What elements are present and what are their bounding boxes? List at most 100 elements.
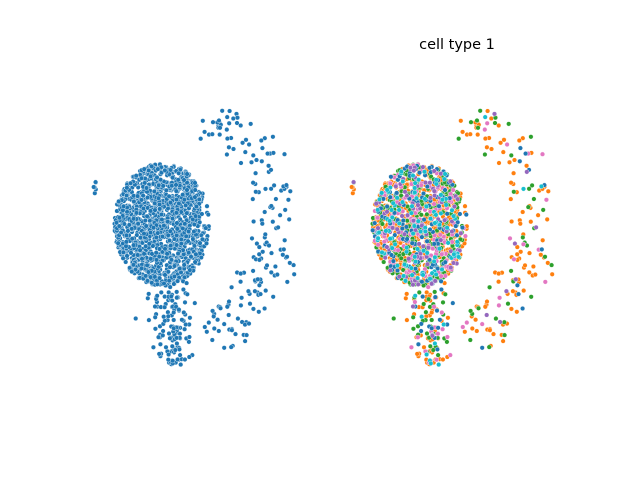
- scatter-point: [450, 300, 456, 306]
- scatter-point: [384, 203, 390, 209]
- scatter-point: [184, 280, 190, 286]
- scatter-point: [401, 273, 407, 279]
- scatter-point: [391, 316, 397, 322]
- scatter-point: [158, 289, 164, 295]
- scatter-point: [152, 326, 158, 332]
- scatter-point: [183, 322, 189, 328]
- scatter-point: [482, 114, 488, 120]
- scatter-point: [165, 219, 171, 225]
- scatter-point: [155, 230, 161, 236]
- scatter-point: [373, 201, 379, 207]
- scatter-point: [125, 228, 131, 234]
- scatter-point: [421, 301, 427, 307]
- scatter-point: [192, 300, 198, 306]
- scatter-point: [238, 122, 244, 128]
- scatter-point: [165, 309, 171, 315]
- scatter-point: [181, 262, 187, 268]
- scatter-point: [175, 356, 181, 362]
- scatter-point: [410, 173, 416, 179]
- scatter-point: [488, 115, 494, 121]
- scatter-point: [255, 276, 261, 282]
- scatter-point: [421, 190, 427, 196]
- scatter-point: [423, 309, 429, 315]
- scatter-point: [182, 357, 188, 363]
- scatter-point: [432, 254, 438, 260]
- scatter-point: [166, 352, 172, 358]
- scatter-point: [375, 215, 381, 221]
- scatter-point: [115, 240, 121, 246]
- scatter-point: [209, 337, 215, 343]
- scatter-point: [123, 243, 129, 249]
- scatter-point: [169, 298, 175, 304]
- scatter-point: [173, 197, 179, 203]
- scatter-point: [438, 287, 444, 293]
- scatter-point: [268, 167, 274, 173]
- scatter-point: [384, 244, 390, 250]
- scatter-point: [431, 241, 437, 247]
- scatter-point: [268, 269, 274, 275]
- scatter-point: [291, 271, 297, 277]
- scatter-point: [384, 187, 390, 193]
- scatter-point: [154, 293, 160, 299]
- scatter-point: [138, 197, 144, 203]
- scatter-point: [440, 357, 446, 363]
- scatter-point: [158, 211, 164, 217]
- scatter-point: [160, 332, 166, 338]
- scatter-point: [138, 175, 144, 181]
- scatter-point: [268, 186, 274, 192]
- scatter-point: [243, 137, 249, 143]
- scatter-point: [412, 189, 418, 195]
- scatter-point: [439, 251, 445, 257]
- scatter-point: [142, 217, 148, 223]
- scatter-point: [291, 262, 297, 268]
- scatter-point: [211, 313, 217, 319]
- scatter-point: [384, 209, 390, 215]
- scatter-panel-right: cell type 1: [349, 37, 555, 368]
- scatter-point: [434, 357, 440, 363]
- scatter-point: [421, 217, 427, 223]
- scatter-point: [449, 207, 455, 213]
- scatter-point: [505, 301, 511, 307]
- scatter-point: [440, 299, 446, 305]
- scatter-point: [413, 259, 419, 265]
- scatter-point: [496, 279, 502, 285]
- scatter-point: [379, 190, 385, 196]
- scatter-point: [256, 257, 262, 263]
- scatter-point: [177, 266, 183, 272]
- scatter-point: [410, 326, 416, 332]
- scatter-point: [451, 251, 457, 257]
- scatter-point: [162, 318, 168, 324]
- scatter-point: [431, 188, 437, 194]
- scatter-point: [146, 241, 152, 247]
- scatter-point: [167, 284, 173, 290]
- scatter-point: [511, 170, 517, 176]
- scatter-point: [400, 199, 406, 205]
- scatter-point: [417, 170, 423, 176]
- scatter-point: [242, 338, 248, 344]
- scatter-point: [517, 158, 523, 164]
- scatter-point: [171, 310, 177, 316]
- scatter-point: [165, 232, 171, 238]
- scatter-point: [545, 260, 551, 266]
- scatter-point: [422, 228, 428, 234]
- scatter-point: [514, 282, 520, 288]
- scatter-point: [349, 184, 355, 190]
- scatter-point: [230, 115, 236, 121]
- scatter-point: [164, 251, 170, 257]
- scatter-point: [508, 180, 514, 186]
- scatter-point: [120, 255, 126, 261]
- scatter-point: [444, 225, 450, 231]
- scatter-point: [524, 163, 530, 169]
- scatter-point: [266, 242, 272, 248]
- scatter-point: [540, 237, 546, 243]
- scatter-point: [287, 188, 293, 194]
- scatter-point: [428, 195, 434, 201]
- scatter-point: [420, 243, 426, 249]
- scatter-point: [419, 314, 425, 320]
- scatter-point: [178, 241, 184, 247]
- scatter-point: [440, 326, 446, 332]
- scatter-point: [435, 331, 441, 337]
- scatter-point: [157, 206, 163, 212]
- scatter-point: [253, 189, 259, 195]
- scatter-point: [435, 325, 441, 331]
